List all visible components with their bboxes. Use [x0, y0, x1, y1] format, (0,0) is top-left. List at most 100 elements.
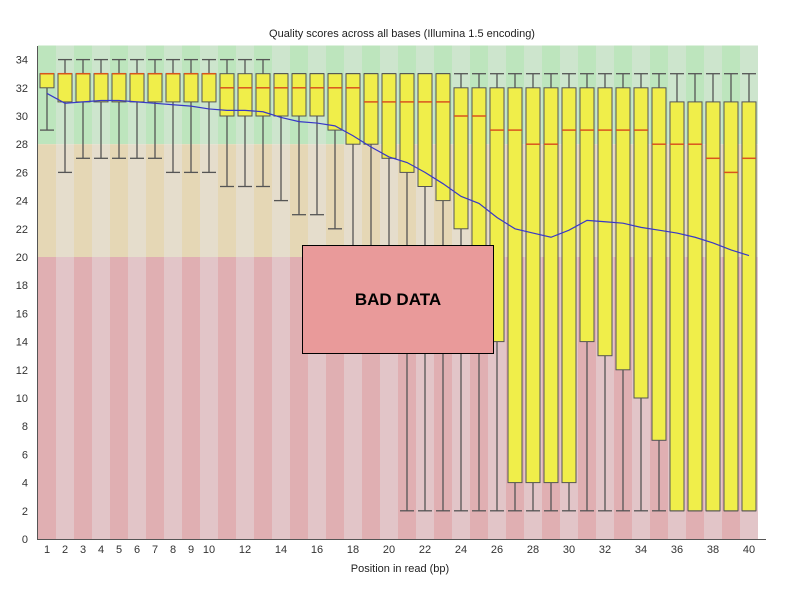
- y-tick-label: 34: [16, 55, 28, 67]
- zone-reasonable-band: [92, 144, 110, 257]
- y-tick-label: 2: [22, 506, 28, 518]
- y-tick-label: 6: [22, 449, 28, 461]
- iqr-box: [651, 87, 667, 441]
- x-tick-label: 3: [80, 544, 86, 556]
- x-tick-label: 22: [419, 544, 431, 556]
- bad-data-label: BAD DATA: [354, 289, 442, 309]
- x-tick-label: 1: [44, 544, 50, 556]
- zone-poor-band: [74, 257, 92, 539]
- y-tick-label: 26: [16, 167, 28, 179]
- iqr-box: [543, 87, 559, 484]
- iqr-box: [741, 101, 757, 512]
- box-position-36: [669, 73, 685, 512]
- box-position-7: [147, 58, 163, 159]
- y-tick-label: 4: [22, 478, 28, 490]
- box-position-17: [327, 73, 343, 230]
- y-tick-label: 24: [16, 196, 28, 208]
- x-tick-label: 38: [707, 544, 719, 556]
- zone-poor-band: [38, 257, 56, 539]
- box-position-38: [705, 73, 721, 512]
- iqr-box: [183, 73, 199, 103]
- iqr-box: [255, 73, 271, 117]
- zone-poor-band: [182, 257, 200, 539]
- zone-reasonable-band: [110, 144, 128, 257]
- iqr-box: [57, 73, 73, 103]
- box-position-10: [201, 58, 217, 174]
- x-tick-label: 30: [563, 544, 575, 556]
- box-position-28: [525, 73, 541, 512]
- box-position-9: [183, 58, 199, 174]
- x-tick-label: 16: [311, 544, 323, 556]
- box-position-3: [75, 58, 91, 159]
- iqr-box: [345, 73, 361, 145]
- iqr-box: [561, 87, 577, 484]
- box-position-13: [255, 58, 271, 188]
- bad-data-annotation: BAD DATA: [302, 245, 494, 354]
- box-series: [39, 58, 757, 512]
- box-position-15: [291, 73, 307, 216]
- zone-poor-band: [110, 257, 128, 539]
- zone-poor-band: [164, 257, 182, 539]
- iqr-box: [453, 87, 469, 230]
- iqr-box: [525, 87, 541, 484]
- box-position-40: [741, 73, 757, 512]
- x-tick-label: 18: [347, 544, 359, 556]
- mean-line: [46, 92, 750, 257]
- box-position-39: [723, 73, 739, 512]
- x-tick-label: 6: [134, 544, 140, 556]
- y-tick-label: 18: [16, 280, 28, 292]
- box-position-16: [309, 73, 325, 216]
- x-tick-label: 34: [635, 544, 647, 556]
- box-position-1: [39, 72, 55, 131]
- iqr-box: [75, 73, 91, 103]
- y-tick-label: 8: [22, 421, 28, 433]
- y-tick-label: 12: [16, 365, 28, 377]
- zone-reasonable-band: [38, 144, 56, 257]
- box-position-11: [219, 58, 235, 188]
- iqr-box: [165, 73, 181, 103]
- iqr-box: [237, 73, 253, 117]
- zone-reasonable-band: [74, 144, 92, 257]
- x-tick-label: 9: [188, 544, 194, 556]
- x-tick-label: 4: [98, 544, 104, 556]
- iqr-box: [399, 73, 415, 173]
- iqr-box: [669, 101, 685, 512]
- iqr-box: [129, 73, 145, 103]
- x-tick-label: 7: [152, 544, 158, 556]
- iqr-box: [291, 73, 307, 117]
- iqr-box: [579, 87, 595, 343]
- iqr-box: [111, 73, 127, 103]
- box-position-14: [273, 73, 289, 202]
- x-tick-label: 36: [671, 544, 683, 556]
- x-axis-label: Position in read (bp): [351, 563, 449, 575]
- iqr-box: [435, 73, 451, 202]
- zone-poor-band: [128, 257, 146, 539]
- y-tick-label: 30: [16, 111, 28, 123]
- y-tick-label: 20: [16, 252, 28, 264]
- zone-poor-band: [200, 257, 218, 539]
- box-position-2: [57, 58, 73, 174]
- zone-poor-band: [236, 257, 254, 539]
- zone-poor-band: [218, 257, 236, 539]
- x-tick-label: 28: [527, 544, 539, 556]
- box-position-29: [543, 73, 559, 512]
- y-tick-label: 22: [16, 224, 28, 236]
- x-tick-label: 10: [203, 544, 215, 556]
- iqr-box: [327, 73, 343, 131]
- iqr-box: [363, 73, 379, 145]
- iqr-box: [147, 73, 163, 103]
- x-tick-label: 40: [743, 544, 755, 556]
- zone-reasonable-band: [128, 144, 146, 257]
- box-position-35: [651, 73, 667, 512]
- zone-reasonable-band: [236, 144, 254, 257]
- box-position-8: [165, 58, 181, 174]
- iqr-box: [381, 73, 397, 159]
- zone-reasonable-band: [254, 144, 272, 257]
- box-position-4: [93, 58, 109, 159]
- box-position-30: [561, 73, 577, 512]
- iqr-box: [39, 73, 55, 89]
- x-tick-label: 8: [170, 544, 176, 556]
- x-tick-label: 2: [62, 544, 68, 556]
- box-position-34: [633, 73, 649, 512]
